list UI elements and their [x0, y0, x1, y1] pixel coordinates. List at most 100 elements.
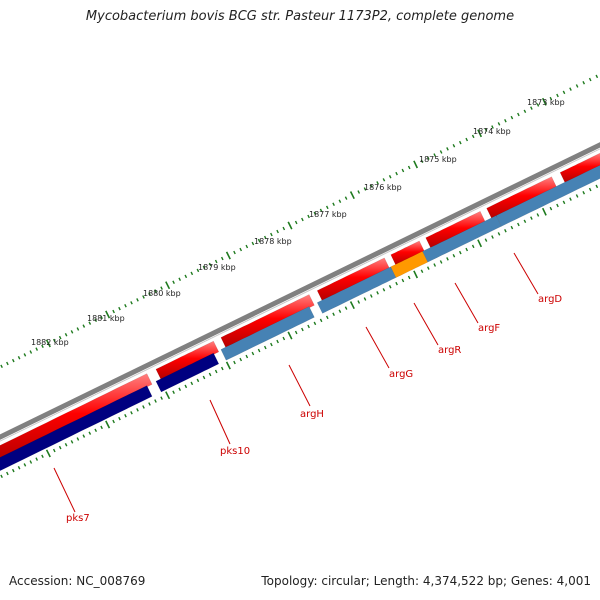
minor-tick — [70, 330, 74, 334]
major-tick — [105, 310, 111, 319]
minor-tick — [178, 387, 182, 392]
minor-tick — [251, 351, 255, 356]
minor-tick — [190, 271, 194, 276]
minor-tick — [338, 309, 342, 314]
minor-tick — [510, 225, 514, 230]
minor-tick — [569, 87, 572, 91]
gene-labels: argD argF argR argG argH pks10 pks7 — [66, 294, 562, 524]
minor-tick — [130, 411, 133, 415]
minor-tick — [245, 244, 249, 249]
minor-tick — [517, 112, 520, 117]
major-tick — [477, 239, 483, 248]
minor-tick — [407, 165, 411, 170]
minor-tick — [220, 256, 224, 261]
major-tick — [349, 191, 355, 200]
minor-tick — [307, 324, 310, 329]
minor-tick — [17, 465, 21, 470]
gene-label-argG: argG — [389, 369, 413, 380]
minor-tick — [23, 353, 27, 357]
minor-tick — [484, 238, 488, 242]
minor-tick — [202, 375, 206, 380]
minor-tick — [556, 203, 559, 208]
gene-label-argH: argH — [300, 409, 324, 420]
minor-tick — [233, 250, 236, 255]
minor-tick — [239, 357, 243, 362]
minor-tick — [142, 295, 145, 299]
kbp-label: 1873 kbp — [527, 98, 565, 107]
minor-tick — [319, 318, 323, 323]
minor-tick — [64, 442, 68, 447]
minor-tick — [471, 244, 475, 249]
minor-tick — [0, 474, 3, 479]
gene-pks10 — [155, 352, 220, 393]
minor-tick — [319, 208, 323, 213]
minor-tick — [190, 381, 194, 386]
minor-tick — [29, 350, 33, 354]
minor-tick — [426, 156, 430, 160]
minor-tick — [142, 405, 145, 409]
minor-tick — [452, 143, 456, 148]
minor-tick — [23, 463, 27, 467]
minor-tick — [549, 206, 553, 211]
minor-tick — [439, 260, 443, 264]
minor-tick — [357, 190, 361, 194]
major-tick — [105, 420, 111, 429]
minor-tick — [491, 125, 494, 129]
kbp-label: 1876 kbp — [364, 183, 402, 192]
minor-tick — [239, 247, 243, 252]
minor-tick — [0, 364, 3, 369]
minor-tick — [160, 286, 163, 290]
kbp-label: 1881 kbp — [87, 314, 125, 323]
minor-tick — [29, 460, 33, 464]
minor-tick — [100, 425, 103, 430]
kbp-label: 1877 kbp — [309, 210, 347, 219]
minor-tick — [172, 280, 175, 285]
minor-tick — [332, 202, 335, 207]
minor-tick — [41, 344, 44, 349]
minor-tick — [301, 217, 304, 222]
map-title: Mycobacterium bovis BCG str. Pasteur 117… — [85, 9, 515, 24]
minor-tick — [595, 184, 599, 189]
minor-tick — [82, 434, 86, 438]
minor-tick — [471, 134, 475, 139]
minor-tick — [112, 309, 115, 314]
minor-tick — [536, 103, 540, 107]
minor-tick — [82, 324, 86, 328]
minor-tick — [52, 338, 56, 343]
minor-tick — [11, 358, 15, 363]
minor-tick — [575, 194, 579, 198]
minor-tick — [420, 159, 424, 164]
minor-tick — [595, 74, 599, 79]
major-tick — [541, 207, 547, 216]
minor-tick — [344, 306, 348, 310]
major-tick — [165, 281, 171, 290]
topology-summary: Topology: circular; Length: 4,374,522 bp… — [261, 574, 591, 588]
minor-tick — [35, 347, 39, 351]
minor-tick — [562, 200, 566, 205]
minor-tick — [184, 384, 188, 389]
minor-tick — [11, 468, 15, 473]
minor-tick — [100, 315, 103, 320]
minor-tick — [401, 278, 405, 283]
major-tick — [349, 301, 355, 310]
kbp-label: 1879 kbp — [198, 263, 236, 272]
minor-tick — [556, 93, 559, 98]
minor-tick — [439, 150, 443, 154]
minor-tick — [588, 187, 592, 192]
minor-tick — [510, 115, 514, 120]
minor-tick — [196, 378, 200, 383]
minor-tick — [294, 330, 298, 335]
minor-tick — [465, 137, 469, 142]
minor-tick — [446, 257, 449, 261]
minor-tick — [420, 269, 424, 274]
minor-tick — [357, 300, 361, 304]
minor-tick — [458, 140, 462, 145]
minor-tick — [549, 96, 553, 101]
major-tick — [541, 97, 547, 106]
major-tick — [477, 129, 483, 138]
gene-label-pks7: pks7 — [66, 513, 90, 524]
accession-text: Accession: NC_008769 — [9, 574, 146, 588]
major-tick — [225, 251, 231, 260]
major-tick — [413, 160, 419, 169]
minor-tick — [382, 178, 386, 182]
